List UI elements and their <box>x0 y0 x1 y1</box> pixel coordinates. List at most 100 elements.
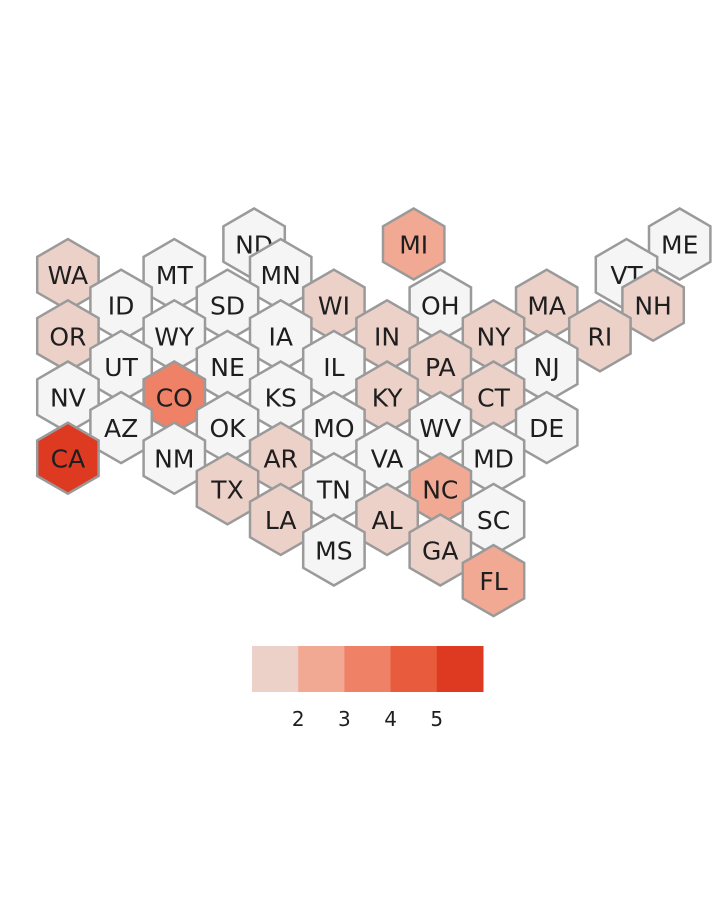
state-hex-ut: UT <box>89 329 154 404</box>
state-label: MA <box>527 292 566 321</box>
state-hex-or: OR <box>35 298 100 373</box>
state-hex-al: AL <box>355 482 420 557</box>
state-hex-ma: MA <box>514 268 579 343</box>
state-label: KS <box>265 384 297 413</box>
state-hex-nh: NH <box>621 268 686 343</box>
state-label: NM <box>154 445 194 474</box>
state-hex-il: IL <box>301 329 366 404</box>
state-label: IN <box>374 322 400 351</box>
state-hex-shape <box>408 513 473 587</box>
state-label: PA <box>425 353 456 382</box>
legend-tick-label: 5 <box>430 707 443 731</box>
state-hex-az: AZ <box>89 390 154 465</box>
state-hex-nj: NJ <box>514 329 579 404</box>
state-label: FL <box>479 567 507 596</box>
state-label: ID <box>108 292 135 321</box>
state-label: OH <box>421 292 459 321</box>
legend-tick-label: 2 <box>292 707 305 731</box>
state-hex-shape <box>381 207 446 281</box>
state-hex-ca: CA <box>35 421 100 496</box>
state-hex-co: CO <box>142 360 207 434</box>
state-label: WA <box>48 261 88 290</box>
state-hex-shape <box>301 513 366 587</box>
state-label: TX <box>210 475 243 504</box>
state-hex-oh: OH <box>408 268 473 343</box>
state-hex-sc: SC <box>461 482 526 557</box>
state-hex-ar: AR <box>248 421 313 496</box>
state-label: OK <box>209 414 246 443</box>
state-hex-la: LA <box>248 482 313 557</box>
state-label: DE <box>529 414 564 443</box>
state-hex-shape <box>621 268 686 343</box>
state-label: MT <box>156 261 194 290</box>
state-hex-ks: KS <box>248 360 313 434</box>
state-label: AR <box>263 445 297 474</box>
state-label: LA <box>265 506 297 535</box>
state-label: TN <box>316 475 351 504</box>
state-label: UT <box>104 353 138 382</box>
state-hex-de: DE <box>514 390 579 465</box>
state-label: AL <box>372 506 403 535</box>
state-hex-mn: MN <box>248 237 313 312</box>
state-label: NV <box>50 384 86 413</box>
state-hex-fl: FL <box>461 543 526 618</box>
state-hex-ok: OK <box>195 390 260 465</box>
legend-swatch-3 <box>344 646 392 692</box>
state-label: NY <box>477 322 512 351</box>
state-label: RI <box>588 322 613 351</box>
state-hex-sd: SD <box>195 268 260 343</box>
state-label: MD <box>473 445 514 474</box>
state-hex-shape <box>248 482 313 557</box>
state-hex-ms: MS <box>301 513 366 587</box>
state-hex-shape <box>195 451 260 526</box>
state-hex-wy: WY <box>142 298 207 373</box>
state-label: GA <box>422 537 458 566</box>
state-label: AZ <box>104 414 138 443</box>
state-label: OR <box>49 322 86 351</box>
state-label: WV <box>419 414 461 443</box>
state-hex-ri: RI <box>567 298 632 373</box>
state-hex-shape <box>355 482 420 557</box>
state-hex-shape <box>89 390 154 465</box>
state-label: IL <box>323 353 344 382</box>
state-hex-shape <box>461 543 526 618</box>
state-hex-ga: GA <box>408 513 473 587</box>
legend-swatch-2 <box>298 646 345 692</box>
legend-swatch-1 <box>252 646 299 692</box>
state-hex-shape <box>142 421 207 496</box>
state-hex-nc: NC <box>408 451 473 526</box>
state-hex-ky: KY <box>355 360 420 434</box>
state-label: CO <box>156 384 193 413</box>
state-hex-shape <box>567 298 632 373</box>
state-label: VA <box>371 445 404 474</box>
state-label: IA <box>268 322 292 351</box>
state-hex-wi: WI <box>301 268 366 343</box>
state-hex-mo: MO <box>301 390 366 465</box>
legend-tick-label: 4 <box>384 707 397 731</box>
state-hex-shape <box>35 421 100 496</box>
state-hex-shape <box>647 207 712 281</box>
state-hex-va: VA <box>355 421 420 496</box>
state-label: SC <box>477 506 510 535</box>
state-hex-mi: MI <box>381 207 446 281</box>
state-label: MI <box>399 231 428 260</box>
state-label: MO <box>313 414 354 443</box>
state-label: KY <box>372 384 404 413</box>
state-hex-me: ME <box>647 207 712 281</box>
state-label: CA <box>51 445 86 474</box>
state-hex-shape <box>514 390 579 465</box>
state-label: NJ <box>534 353 560 382</box>
state-hex-wv: WV <box>408 390 473 465</box>
state-label: NH <box>634 292 672 321</box>
state-label: NE <box>210 353 245 382</box>
color-legend: 2 3 4 5 <box>252 646 484 731</box>
state-label: MN <box>261 261 301 290</box>
state-hex-tx: TX <box>195 451 260 526</box>
state-label: NC <box>422 475 458 504</box>
state-label: MS <box>315 537 352 566</box>
state-label: CT <box>477 384 510 413</box>
state-label: ME <box>661 231 698 260</box>
legend-swatch-4 <box>390 646 438 692</box>
